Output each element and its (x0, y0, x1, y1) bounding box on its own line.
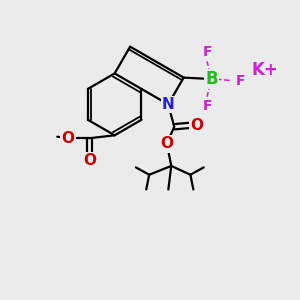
Text: N: N (162, 97, 175, 112)
Text: O: O (61, 131, 75, 146)
Text: O: O (83, 153, 96, 168)
Text: F: F (235, 74, 245, 88)
Text: O: O (160, 136, 173, 151)
Text: F: F (202, 99, 212, 113)
Text: O: O (190, 118, 203, 133)
Text: B: B (205, 70, 218, 88)
Text: K+: K+ (252, 61, 278, 79)
Text: F: F (202, 45, 212, 59)
